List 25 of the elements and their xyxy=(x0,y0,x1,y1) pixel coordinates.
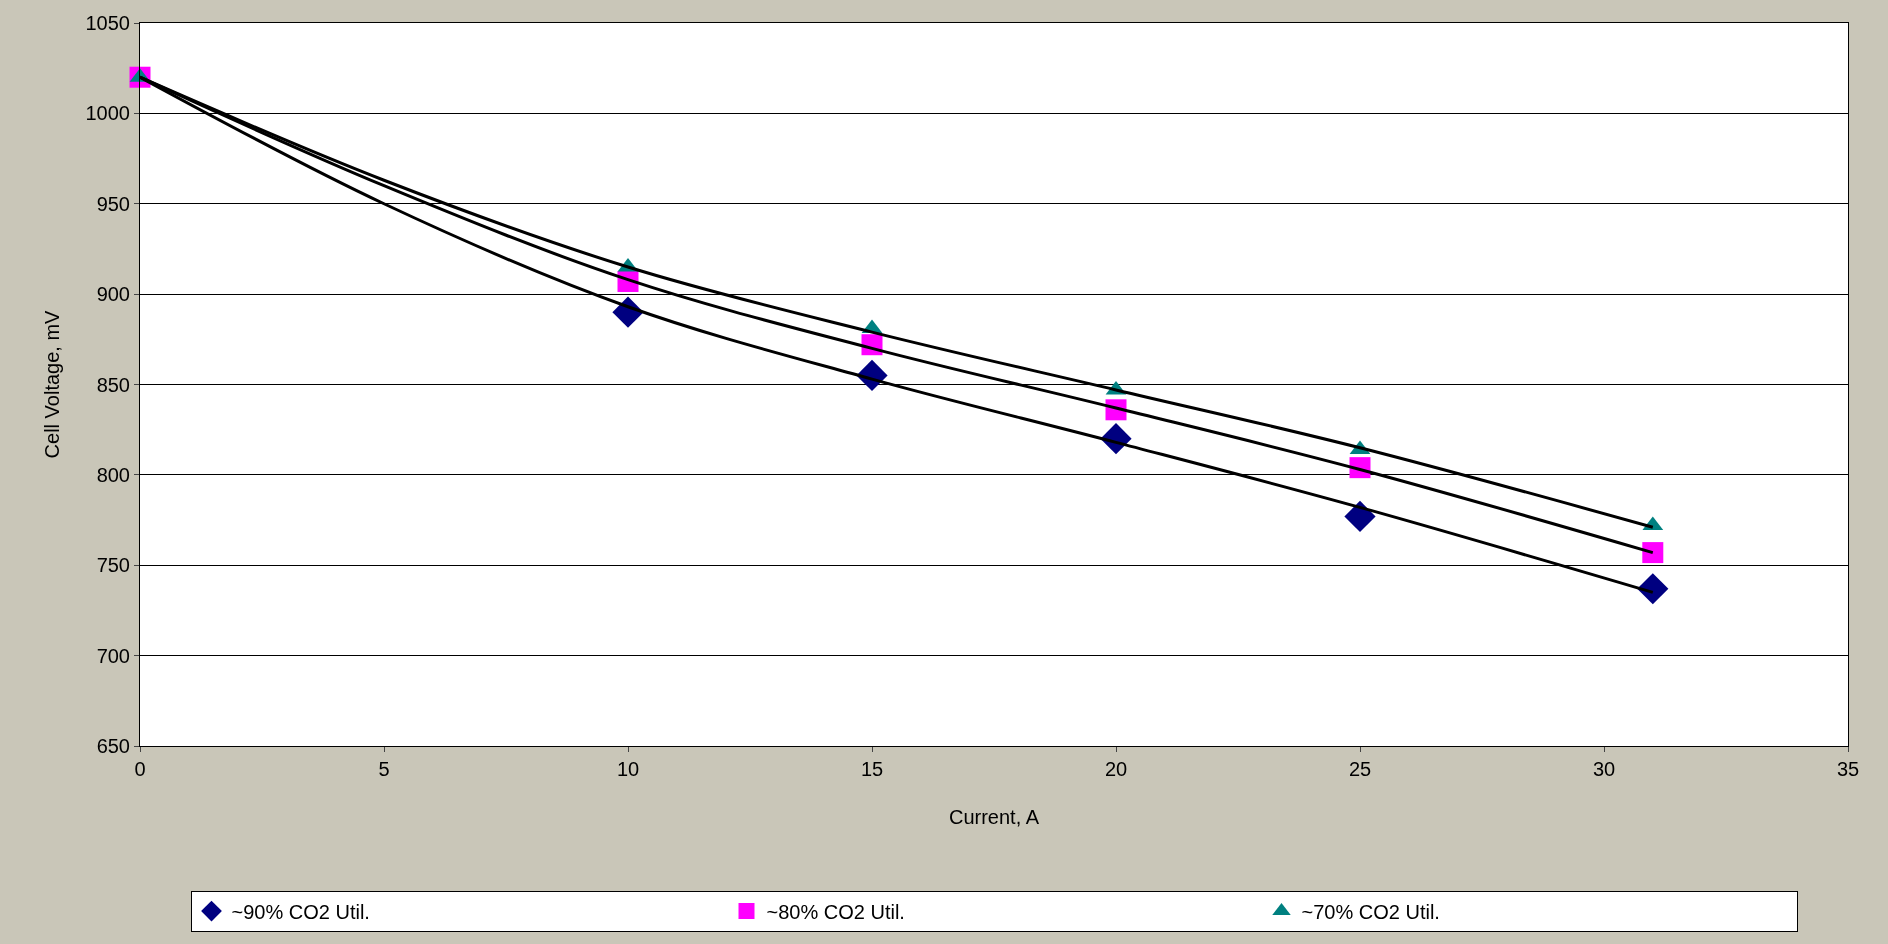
y-tick-label: 650 xyxy=(96,735,130,757)
x-tick-label: 5 xyxy=(378,758,390,780)
x-tick-label: 0 xyxy=(134,758,146,780)
legend-label: ~90% CO2 Util. xyxy=(231,900,370,923)
x-tick-label: 25 xyxy=(1348,758,1372,780)
y-tick-label: 850 xyxy=(96,373,130,396)
y-tick-label: 900 xyxy=(96,283,130,306)
y-tick-label: 1000 xyxy=(85,102,130,125)
legend-label: ~70% CO2 Util. xyxy=(1301,900,1440,923)
x-tick-label: 30 xyxy=(1592,758,1616,780)
y-tick-label: 1050 xyxy=(85,12,130,34)
legend-label: ~80% CO2 Util. xyxy=(766,900,905,923)
x-tick-label: 20 xyxy=(1104,758,1128,780)
x-axis-title: Current, A xyxy=(948,805,1040,828)
y-tick-label: 800 xyxy=(96,463,130,486)
point xyxy=(1344,500,1376,533)
x-tick-label: 15 xyxy=(860,758,884,780)
y-tick-label: 750 xyxy=(96,554,130,577)
y-tick-label: 950 xyxy=(96,192,130,215)
point xyxy=(1637,573,1669,605)
x-tick-label: 10 xyxy=(616,758,640,780)
y-tick-label: 700 xyxy=(96,644,130,667)
y-axis-title: Cell Voltage, mV xyxy=(41,309,63,459)
point xyxy=(1642,542,1664,564)
x-tick-label: 35 xyxy=(1836,758,1860,780)
